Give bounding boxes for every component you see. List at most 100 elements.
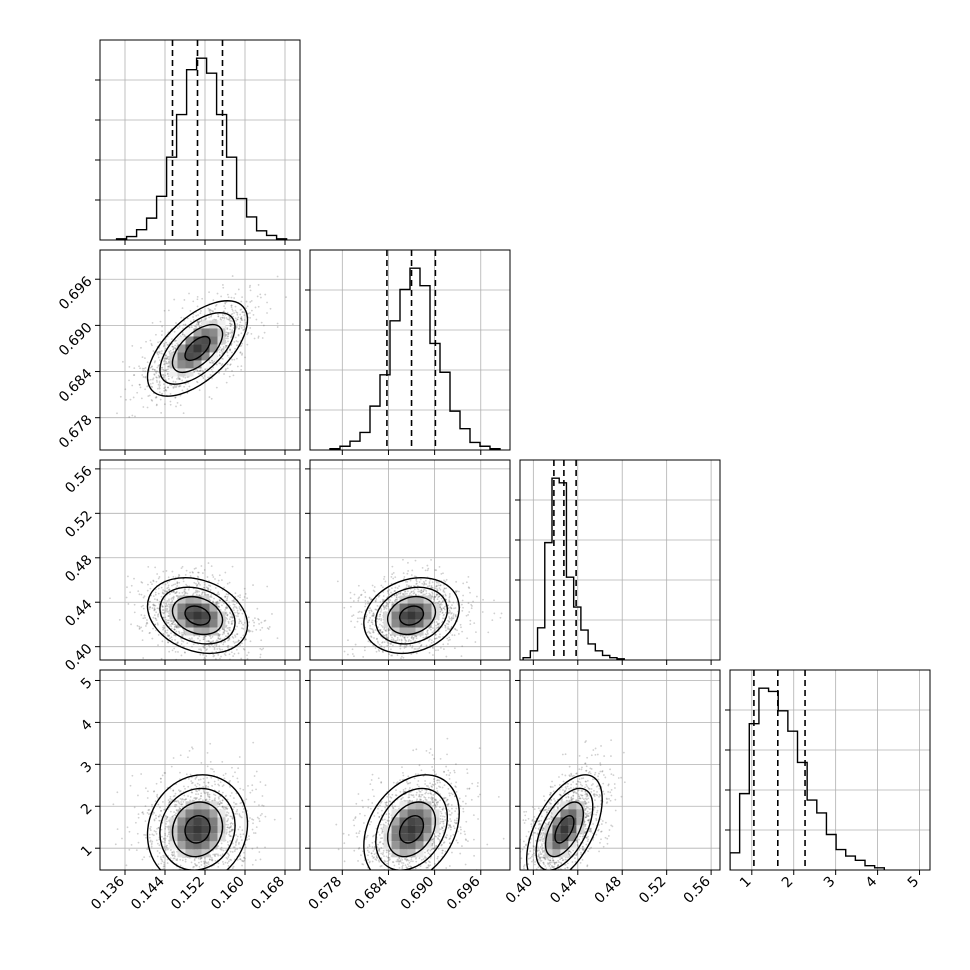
sample-point bbox=[259, 653, 262, 656]
sample-point bbox=[149, 581, 152, 584]
sample-point bbox=[218, 354, 221, 356]
sample-point bbox=[149, 383, 152, 385]
sample-point bbox=[168, 362, 170, 365]
sample-point bbox=[222, 314, 224, 317]
sample-point bbox=[207, 376, 209, 379]
sample-point bbox=[150, 365, 153, 368]
sample-point bbox=[383, 575, 386, 578]
sample-point bbox=[164, 389, 167, 391]
sample-point bbox=[196, 321, 199, 324]
sample-point bbox=[343, 606, 346, 609]
sample-point bbox=[234, 347, 237, 350]
sample-point bbox=[448, 636, 451, 639]
sample-point bbox=[391, 565, 394, 568]
sample-point bbox=[144, 370, 147, 373]
y-tick-label: 0.40 bbox=[62, 641, 95, 674]
sample-point bbox=[185, 569, 188, 572]
sample-point bbox=[225, 331, 228, 334]
sample-point bbox=[240, 308, 243, 311]
sample-point bbox=[249, 316, 252, 319]
sample-point bbox=[266, 627, 269, 630]
sample-point bbox=[169, 349, 172, 352]
sample-point bbox=[225, 611, 228, 614]
sample-point bbox=[246, 343, 249, 346]
sample-point bbox=[203, 637, 206, 639]
sample-point bbox=[174, 623, 177, 626]
sample-point bbox=[176, 378, 178, 380]
marginal-panel-1 bbox=[305, 249, 511, 455]
sample-point bbox=[249, 327, 252, 329]
sample-point bbox=[434, 649, 437, 652]
sample-point bbox=[432, 646, 434, 649]
sample-point bbox=[164, 379, 167, 382]
sample-point bbox=[451, 634, 454, 636]
sample-point bbox=[232, 603, 235, 606]
sample-point bbox=[153, 790, 155, 793]
sample-point bbox=[226, 354, 229, 357]
sample-point bbox=[229, 348, 232, 351]
sample-point bbox=[371, 584, 374, 587]
sample-point bbox=[229, 322, 231, 325]
sample-point bbox=[130, 623, 132, 626]
sample-point bbox=[223, 373, 225, 375]
sample-point bbox=[231, 331, 234, 334]
sample-point bbox=[226, 597, 229, 600]
sample-point bbox=[239, 594, 241, 597]
sample-point bbox=[233, 341, 236, 343]
sample-point bbox=[162, 616, 165, 619]
sample-point bbox=[188, 292, 190, 295]
sample-point bbox=[257, 284, 260, 286]
sample-point bbox=[160, 393, 163, 396]
sample-point bbox=[203, 635, 206, 638]
sample-point bbox=[151, 378, 154, 381]
sample-point bbox=[357, 599, 360, 602]
sample-point bbox=[155, 619, 158, 622]
sample-point bbox=[157, 383, 160, 386]
sample-point bbox=[162, 345, 165, 348]
sample-point bbox=[183, 590, 186, 593]
sample-point bbox=[460, 655, 463, 657]
sample-point bbox=[209, 589, 212, 591]
sample-point bbox=[460, 603, 463, 606]
sample-point bbox=[221, 350, 224, 353]
sample-point bbox=[228, 318, 230, 321]
sample-point bbox=[173, 350, 175, 353]
sample-point bbox=[240, 318, 243, 321]
sample-point bbox=[191, 746, 193, 749]
density-cell bbox=[185, 328, 194, 337]
sample-point bbox=[197, 321, 200, 324]
sample-point bbox=[167, 309, 170, 312]
sample-point bbox=[228, 601, 230, 604]
sample-point bbox=[227, 337, 229, 340]
sample-point bbox=[230, 323, 233, 326]
sample-point bbox=[160, 350, 163, 352]
sample-point bbox=[382, 586, 384, 589]
sample-point bbox=[349, 597, 352, 600]
sample-point bbox=[134, 415, 136, 418]
sample-point bbox=[234, 293, 237, 295]
sample-point bbox=[242, 788, 245, 791]
sample-point bbox=[196, 305, 199, 308]
sample-point bbox=[229, 317, 232, 320]
sample-point bbox=[493, 612, 496, 615]
sample-point bbox=[208, 309, 211, 312]
sample-point bbox=[378, 650, 381, 652]
sample-point bbox=[173, 298, 176, 301]
sample-point bbox=[211, 574, 214, 576]
sample-point bbox=[200, 310, 202, 312]
sample-point bbox=[153, 607, 156, 610]
sample-point bbox=[358, 610, 361, 613]
sample-point bbox=[188, 385, 191, 388]
sample-point bbox=[230, 304, 233, 307]
sample-point bbox=[138, 593, 141, 596]
sample-point bbox=[236, 323, 239, 326]
sample-point bbox=[407, 561, 409, 564]
sample-point bbox=[347, 639, 349, 642]
sample-point bbox=[252, 584, 254, 586]
sample-point bbox=[151, 805, 154, 808]
sample-point bbox=[240, 300, 243, 303]
sample-point bbox=[241, 864, 243, 867]
sample-point bbox=[236, 625, 239, 628]
sample-point bbox=[347, 653, 349, 656]
sample-point bbox=[175, 591, 178, 593]
